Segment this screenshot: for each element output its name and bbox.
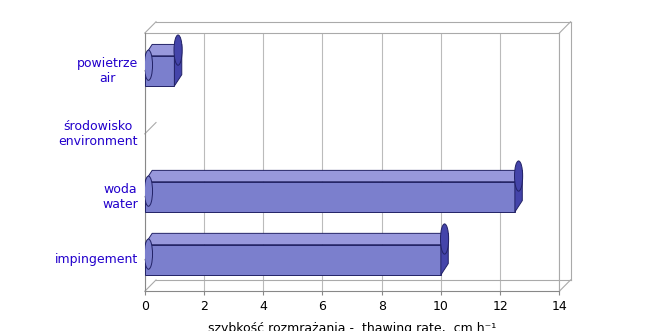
Polygon shape (145, 44, 182, 56)
Ellipse shape (144, 176, 153, 206)
Ellipse shape (144, 239, 153, 269)
Polygon shape (145, 233, 448, 245)
Ellipse shape (440, 224, 449, 254)
Polygon shape (145, 170, 522, 182)
Polygon shape (145, 182, 515, 212)
X-axis label: szybkość rozmrażania -  thawing rate,  cm h⁻¹: szybkość rozmrażania - thawing rate, cm … (208, 322, 496, 331)
Polygon shape (441, 233, 448, 275)
Polygon shape (145, 245, 441, 275)
Ellipse shape (144, 50, 153, 80)
Ellipse shape (174, 35, 182, 65)
Polygon shape (174, 44, 182, 86)
Ellipse shape (515, 161, 522, 191)
Polygon shape (515, 170, 522, 212)
Polygon shape (145, 56, 174, 86)
